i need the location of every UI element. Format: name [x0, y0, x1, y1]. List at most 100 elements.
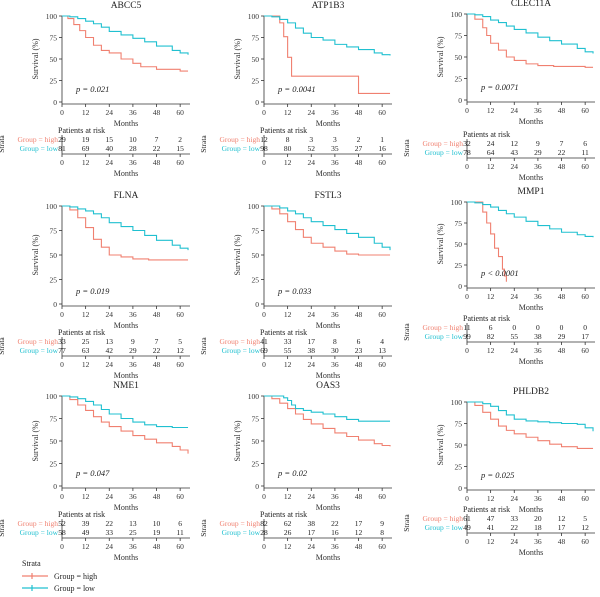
risk-count-low: 38: [534, 332, 542, 341]
risk-x-tick-label: 48: [558, 162, 566, 171]
x-tick-label: 0: [262, 310, 266, 319]
risk-count-low: 40: [106, 144, 114, 153]
risk-table: Patients at risk Strata Group = highGroup …: [199, 126, 392, 178]
y-tick-label: 100: [248, 202, 260, 211]
x-tick-label: 24: [511, 106, 519, 115]
risk-table-title: Patients at risk: [58, 126, 105, 135]
risk-count-low: 49: [463, 523, 471, 532]
x-tick-label: 24: [308, 492, 316, 501]
x-tick-label: 48: [355, 492, 363, 501]
risk-count-low: 16: [331, 528, 339, 537]
risk-count-low: 15: [176, 144, 184, 153]
risk-count-high: 12: [260, 135, 268, 144]
risk-x-axis-label: Months: [114, 553, 138, 562]
risk-table-title: Patients at risk: [463, 314, 510, 323]
risk-count-low: 78: [463, 148, 471, 157]
risk-label-high: Group = high: [423, 323, 464, 332]
x-tick-label: 60: [581, 494, 589, 503]
risk-count-low: 12: [176, 346, 184, 355]
y-tick-label: 100: [451, 198, 463, 207]
panel-title: ATP1B3: [312, 1, 345, 11]
x-tick-label: 0: [60, 108, 64, 117]
km-curve-low: [467, 13, 594, 54]
risk-x-tick-label: 36: [331, 542, 339, 551]
risk-strata-label: Strata: [402, 514, 411, 532]
risk-count-high: 6: [583, 139, 587, 148]
risk-count-high: 12: [511, 139, 519, 148]
legend-title: Strata: [22, 559, 41, 568]
risk-label-high: Group = high: [220, 135, 261, 144]
x-tick-label: 12: [284, 310, 292, 319]
risk-count-high: 20: [534, 514, 542, 523]
x-tick-label: 48: [153, 310, 161, 319]
risk-count-high: 33: [58, 337, 66, 346]
x-tick-label: 0: [60, 492, 64, 501]
legend-label-high: Group = high: [54, 572, 97, 581]
x-tick-label: 48: [558, 494, 566, 503]
x-tick-label: 24: [106, 492, 114, 501]
risk-count-low: 28: [260, 528, 268, 537]
panel-title: OAS3: [316, 381, 340, 391]
risk-table-title: Patients at risk: [58, 510, 105, 519]
risk-count-low: 12: [581, 523, 589, 532]
risk-table-title: Patients at risk: [260, 328, 307, 337]
y-tick-label: 100: [451, 398, 463, 407]
y-tick-label: 100: [248, 392, 260, 401]
x-axis-label: Months: [316, 119, 340, 128]
x-tick-label: 12: [82, 492, 90, 501]
risk-count-low: 25: [129, 528, 137, 537]
y-tick-label: 0: [255, 482, 259, 491]
risk-x-tick-label: 24: [106, 542, 114, 551]
risk-x-tick-label: 24: [511, 162, 519, 171]
risk-x-axis-label: Months: [519, 173, 543, 182]
y-axis-label: Survival (%): [233, 234, 242, 275]
x-tick-label: 48: [153, 108, 161, 117]
risk-count-high: 5: [583, 514, 587, 523]
risk-count-high: 19: [82, 135, 90, 144]
risk-count-low: 29: [534, 148, 542, 157]
y-tick-label: 25: [50, 460, 58, 469]
risk-x-tick-label: 12: [487, 162, 495, 171]
risk-count-high: 13: [106, 337, 114, 346]
y-tick-label: 100: [451, 10, 463, 19]
risk-table: Patients at risk Strata Group = highGroup …: [0, 510, 190, 562]
y-axis-label: Survival (%): [436, 223, 445, 264]
risk-x-tick-label: 24: [308, 542, 316, 551]
risk-label-low: Group = low: [425, 332, 464, 341]
panel-title: FSTL3: [315, 191, 342, 201]
risk-strata-label: Strata: [402, 139, 411, 157]
risk-x-tick-label: 12: [82, 158, 90, 167]
risk-x-tick-label: 0: [465, 346, 469, 355]
x-tick-label: 48: [558, 292, 566, 301]
risk-x-axis-label: Months: [114, 371, 138, 380]
p-value: p = 0.025: [480, 470, 514, 480]
risk-x-axis-label: Months: [316, 371, 340, 380]
risk-count-low: 11: [177, 528, 184, 537]
y-tick-label: 75: [252, 415, 260, 424]
risk-x-tick-label: 48: [558, 346, 566, 355]
risk-label-high: Group = high: [18, 135, 59, 144]
risk-x-tick-label: 12: [284, 158, 292, 167]
risk-table: Patients at risk Strata Group = highGroup …: [0, 328, 190, 380]
risk-count-low: 19: [153, 528, 161, 537]
x-tick-label: 36: [129, 492, 137, 501]
risk-label-low: Group = low: [20, 144, 59, 153]
risk-table: Patients at risk Strata Group = highGroup …: [402, 505, 595, 557]
risk-count-high: 11: [463, 323, 470, 332]
risk-x-tick-label: 60: [176, 158, 184, 167]
y-axis-label: Survival (%): [436, 424, 445, 465]
km-curve-high: [467, 401, 594, 449]
risk-x-tick-label: 36: [331, 360, 339, 369]
x-tick-label: 12: [82, 108, 90, 117]
risk-label-high: Group = high: [423, 514, 464, 523]
risk-x-tick-label: 0: [262, 542, 266, 551]
risk-count-low: 33: [106, 528, 114, 537]
risk-table: Patients at risk Strata Group = highGroup …: [199, 510, 392, 562]
x-tick-label: 60: [378, 310, 386, 319]
x-tick-label: 36: [129, 108, 137, 117]
risk-strata-label: Strata: [0, 135, 6, 153]
y-axis-label: Survival (%): [436, 36, 445, 77]
